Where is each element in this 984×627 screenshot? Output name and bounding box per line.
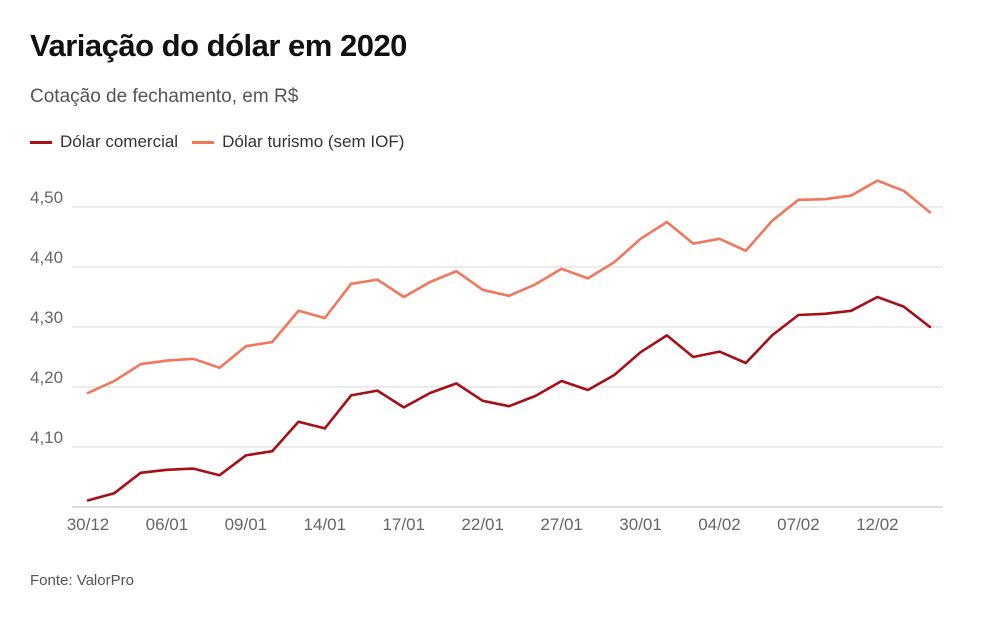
legend-label-comercial: Dólar comercial (60, 132, 179, 151)
legend-label-turismo: Dólar turismo (sem IOF) (222, 132, 405, 151)
legend-item-comercial: Dólar comercial (30, 132, 178, 152)
chart-title: Variação do dólar em 2020 (30, 28, 407, 63)
legend-item-turismo: Dólar turismo (sem IOF) (192, 132, 404, 152)
x-tick-label: 07/02 (777, 515, 820, 534)
y-tick-label: 4,50 (30, 188, 63, 207)
x-tick-label: 06/01 (146, 515, 189, 534)
y-tick-label: 4,40 (30, 248, 63, 267)
y-tick-label: 4,20 (30, 368, 63, 387)
series-line-turismo (86, 179, 932, 395)
x-tick-label: 30/12 (67, 515, 110, 534)
source-note: Fonte: ValorPro (30, 572, 134, 589)
x-tick-label: 12/02 (856, 515, 899, 534)
y-tick-label: 4,10 (30, 428, 63, 447)
legend-swatch-turismo (192, 140, 215, 144)
chart-subtitle: Cotação de fechamento, em R$ (30, 86, 299, 107)
x-tick-label: 30/01 (619, 515, 662, 534)
x-tick-label: 22/01 (461, 515, 504, 534)
series-line-comercial (86, 295, 932, 502)
y-tick-label: 4,30 (30, 308, 63, 327)
x-tick-label: 09/01 (225, 515, 268, 534)
legend-swatch-comercial (30, 140, 52, 144)
x-tick-label: 04/02 (698, 515, 741, 534)
x-tick-label: 17/01 (382, 515, 425, 534)
x-tick-label: 14/01 (304, 515, 347, 534)
chart-legend: Dólar comercial Dólar turismo (sem IOF) (30, 132, 418, 152)
x-tick-label: 27/01 (540, 515, 583, 534)
